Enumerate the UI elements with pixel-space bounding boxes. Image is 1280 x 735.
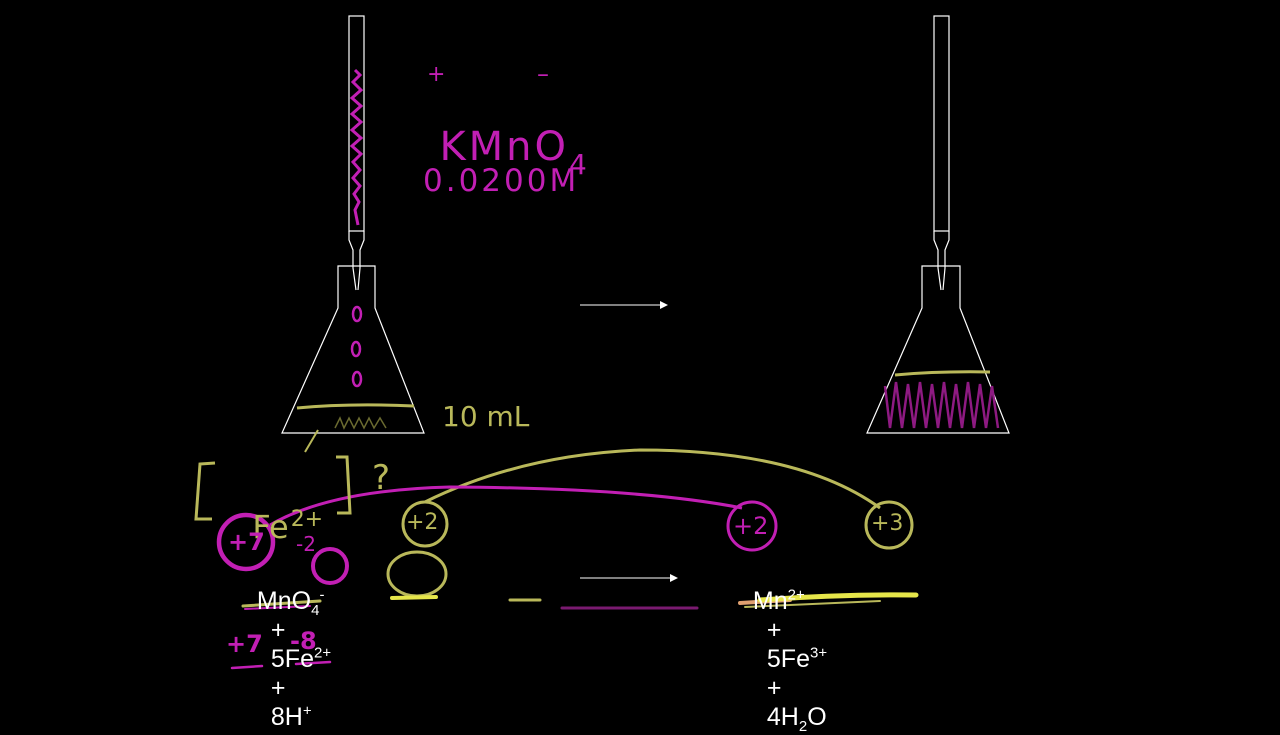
right-burette <box>933 15 950 291</box>
fe-symbol: Fe <box>252 508 289 546</box>
right-bracket <box>336 455 352 515</box>
equation-reactants: MnO4- + 5Fe2+ + 8H+ <box>243 558 331 732</box>
fe3-main: 5Fe <box>766 645 810 673</box>
mn-main: Mn <box>752 587 788 615</box>
equation-products: Mn2+ + 5Fe3+ + 4H2O <box>739 558 827 734</box>
concentration-label: 0.0200M <box>423 163 580 199</box>
plus-sign: + <box>766 616 782 644</box>
burette-permanganate <box>349 68 364 226</box>
manganese-ii: Mn2+ <box>753 587 805 615</box>
left-burette <box>348 15 365 291</box>
kmno4-formula: KMnO <box>439 124 570 170</box>
ox-sum-o: -8 <box>290 627 317 655</box>
right-flask <box>866 265 1010 434</box>
fe-main: 5Fe <box>270 645 314 673</box>
underlines <box>230 592 919 670</box>
water-sub: 2 <box>798 718 808 735</box>
oxidation-circles <box>216 500 914 598</box>
left-bracket <box>194 461 216 521</box>
ox-sum-mn: +7 <box>226 630 263 658</box>
iron-ii: 5Fe2+ <box>271 645 331 673</box>
purple-drops <box>350 305 363 388</box>
ox-mn-product: +2 <box>733 512 769 540</box>
water-pre: 4H <box>766 703 799 731</box>
hydrogen-ion: 8H+ <box>271 703 312 731</box>
mno4-sub: 4 <box>311 602 320 619</box>
fe-transfer-arc <box>424 448 881 510</box>
titration-arrow <box>580 301 668 309</box>
fe-charge: 2+ <box>314 644 332 662</box>
equation-arrow <box>580 574 678 582</box>
ox-fe-reactant: +2 <box>406 510 439 535</box>
fe3-charge: 3+ <box>810 644 828 662</box>
whiteboard-canvas <box>194 15 1010 670</box>
mno4-anion-charge: – <box>537 60 549 88</box>
mno4-charge: - <box>319 586 325 604</box>
question-mark: ? <box>372 458 391 498</box>
h-charge: + <box>302 702 312 720</box>
mn-charge: 2+ <box>787 586 805 604</box>
volume-label: 10 mL <box>442 400 530 433</box>
ox-oxygen: -2 <box>296 532 316 556</box>
k-cation-charge: + <box>427 62 446 87</box>
plus-sign: + <box>270 616 286 644</box>
iron-iii: 5Fe3+ <box>767 645 827 673</box>
right-flask-endpoint-color <box>883 381 1000 429</box>
h-main: 8H <box>270 703 303 731</box>
ox-fe-product: +3 <box>871 511 904 536</box>
water-post: O <box>807 703 827 731</box>
fe-unknown-charge: 2+ <box>290 507 324 532</box>
mn-transfer-arc <box>269 485 743 527</box>
mno4-main: MnO <box>256 587 312 615</box>
kmno4-label: KMnO4 <box>408 78 590 181</box>
left-flask <box>281 265 425 434</box>
fe-concentration-label: Fe2+ <box>232 470 323 546</box>
kmno4-subscript: 4 <box>569 148 590 181</box>
left-flask-solution <box>296 403 415 410</box>
water: 4H2O <box>766 703 827 734</box>
plus-sign: + <box>766 674 782 702</box>
plus-sign: + <box>270 674 286 702</box>
ox-mn-reactant: +7 <box>228 528 265 556</box>
permanganate: MnO4- <box>256 586 325 618</box>
